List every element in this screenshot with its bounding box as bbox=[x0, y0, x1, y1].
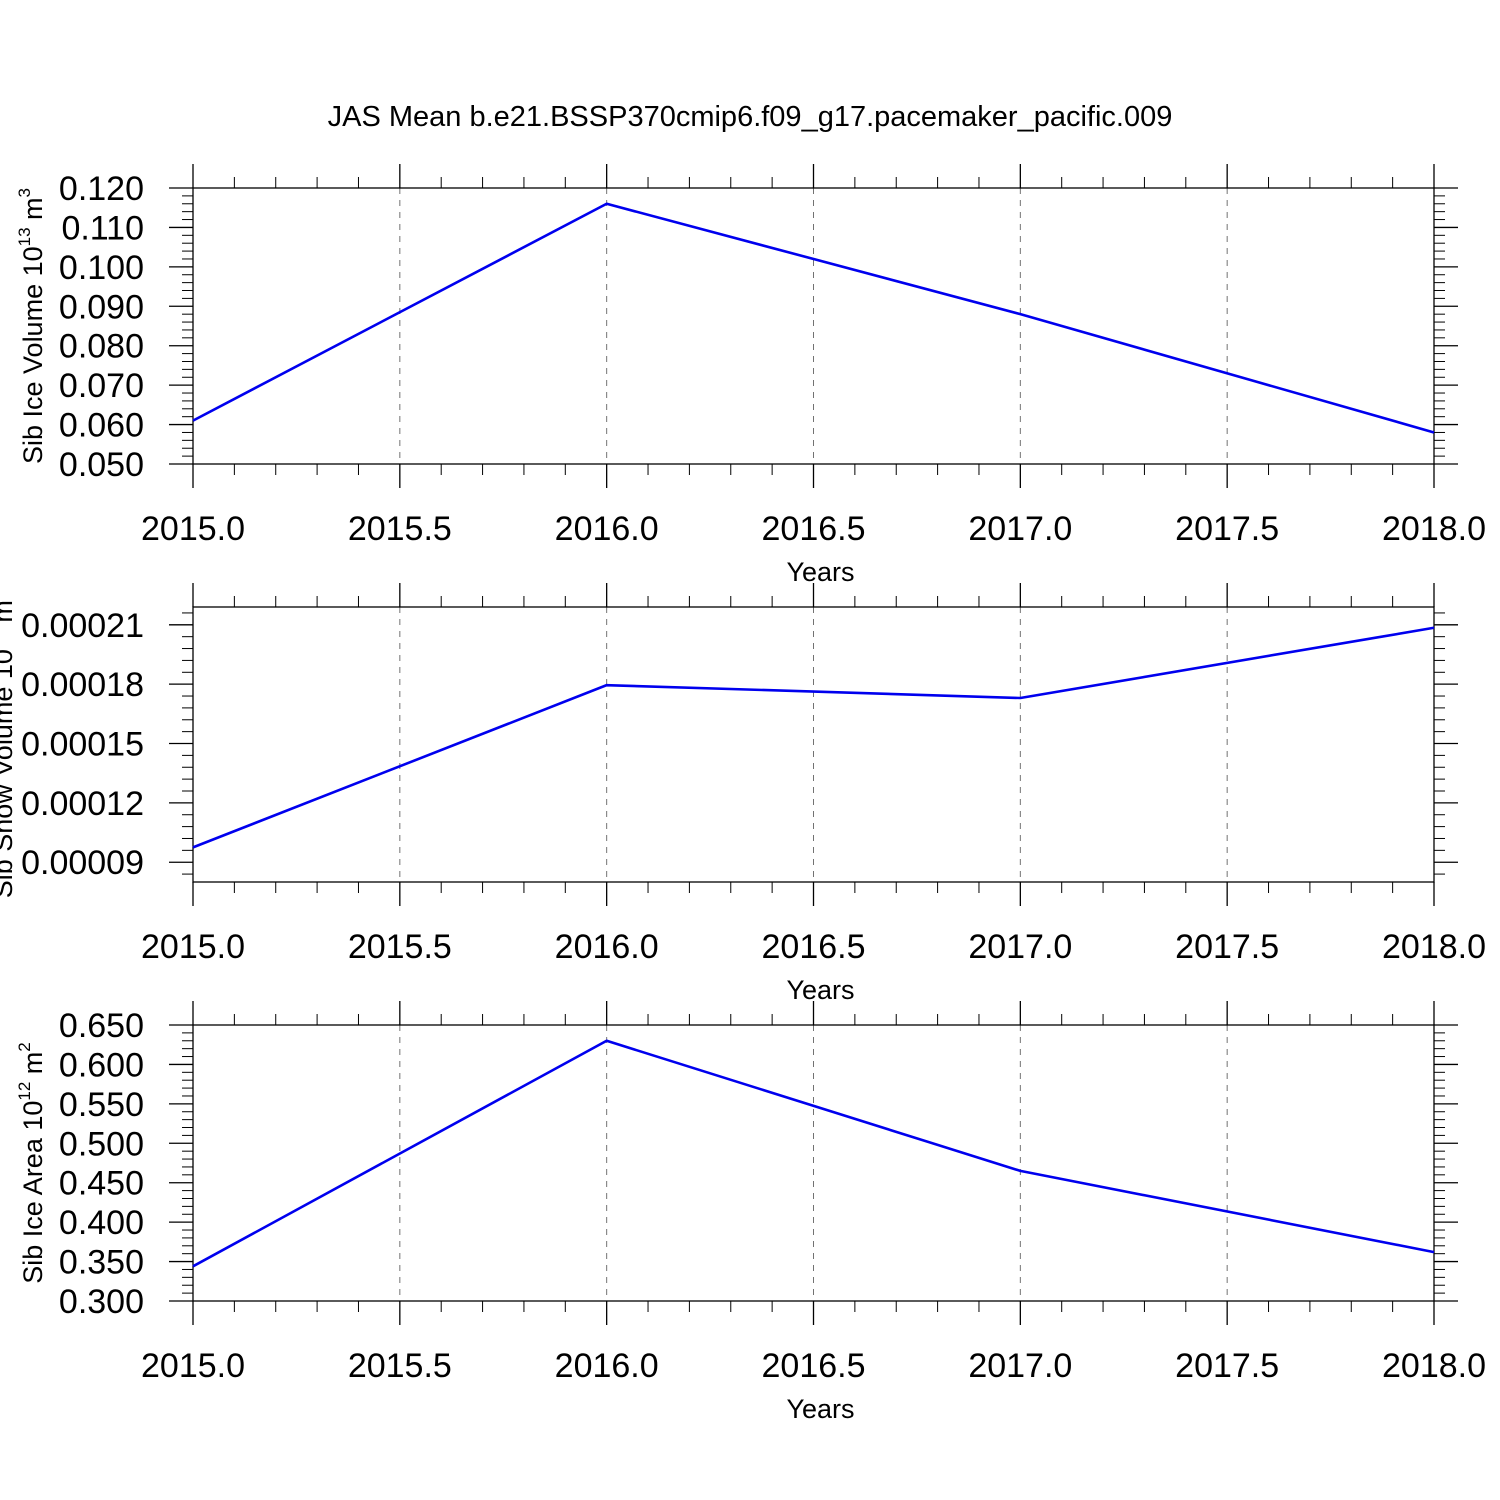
x-tick-label: 2017.5 bbox=[1175, 928, 1279, 966]
x-tick-label: 2017.5 bbox=[1175, 510, 1279, 548]
y-tick-label: 0.00009 bbox=[21, 844, 144, 882]
y-axis-label-text: Sib Snow Volume 10 bbox=[0, 649, 18, 898]
chart-panel-2: 2015.0 2015.5 2016.0 2016.5 2017.0 2017.5 2018… bbox=[0, 583, 1486, 1005]
y-tick-label: 0.400 bbox=[59, 1204, 144, 1242]
x-tick-label: 2015.0 bbox=[141, 928, 245, 966]
y-tick-label: 0.500 bbox=[59, 1125, 144, 1163]
y-tick-label: 0.300 bbox=[59, 1283, 144, 1321]
y-tick-label: 0.650 bbox=[59, 1007, 144, 1045]
y-tick-label: 0.00012 bbox=[21, 785, 144, 823]
y-axis-label: Sib Snow Volume 1013 m3 bbox=[0, 591, 18, 899]
x-axis-label: Years bbox=[786, 1394, 854, 1424]
y-axis-label: Sib Ice Volume 1013 m3 bbox=[15, 188, 48, 464]
y-tick-label: 0.00021 bbox=[21, 607, 144, 645]
y-axis-label-text: Sib Ice Volume 10 bbox=[18, 246, 48, 464]
x-tick-label: 2015.5 bbox=[348, 928, 452, 966]
y-axis-label-unit: m bbox=[18, 197, 48, 227]
x-tick-label: 2017.0 bbox=[968, 1347, 1072, 1385]
y-tick-label: 0.070 bbox=[59, 367, 144, 405]
y-tick-label: 0.350 bbox=[59, 1244, 144, 1282]
x-tick-label: 2015.5 bbox=[348, 1347, 452, 1385]
y-tick-label: 0.080 bbox=[59, 328, 144, 366]
y-tick-label: 0.600 bbox=[59, 1046, 144, 1084]
x-tick-label: 2017.0 bbox=[968, 928, 1072, 966]
y-tick-label: 0.450 bbox=[59, 1165, 144, 1203]
y-tick-label: 0.00015 bbox=[21, 726, 144, 764]
x-tick-label: 2018.0 bbox=[1382, 510, 1486, 548]
y-tick-label: 0.110 bbox=[61, 209, 144, 247]
x-tick-label: 2015.5 bbox=[348, 510, 452, 548]
x-tick-label: 2015.0 bbox=[141, 510, 245, 548]
series-line bbox=[192, 202, 1435, 434]
y-axis-label-exponent: 12 bbox=[15, 1082, 34, 1101]
figure-title: JAS Mean b.e21.BSSP370cmip6.f09_g17.pace… bbox=[328, 101, 1173, 133]
x-tick-label: 2016.5 bbox=[762, 928, 866, 966]
x-tick-label: 2016.0 bbox=[555, 510, 659, 548]
y-axis-label-unit: m bbox=[18, 1052, 48, 1082]
y-tick-label: 0.120 bbox=[59, 170, 144, 208]
x-tick-label: 2016.0 bbox=[555, 1347, 659, 1385]
y-tick-label: 0.090 bbox=[59, 288, 144, 326]
y-axis-label: Sib Ice Area 1012 m2 bbox=[15, 1042, 48, 1284]
chart-panel-3: 2015.0 2015.5 2016.0 2016.5 2017.0 2017.5 2018… bbox=[15, 1001, 1486, 1424]
y-axis-label-unit-exponent: 3 bbox=[15, 188, 34, 197]
x-tick-label: 2016.0 bbox=[555, 928, 659, 966]
y-tick-label: 0.060 bbox=[59, 407, 144, 445]
x-tick-label: 2016.5 bbox=[762, 510, 866, 548]
x-tick-label: 2018.0 bbox=[1382, 1347, 1486, 1385]
y-axis-label-unit-exponent: 3 bbox=[0, 591, 4, 600]
y-tick-label: 0.00018 bbox=[21, 666, 144, 704]
x-tick-label: 2015.0 bbox=[141, 1347, 245, 1385]
chart-panels: 2015.0 2015.5 2016.0 2016.5 2017.0 2017.5 2018… bbox=[0, 164, 1486, 1424]
y-axis-label-text: Sib Ice Area 10 bbox=[18, 1101, 48, 1284]
series-line bbox=[192, 1039, 1435, 1268]
x-axis-label: Years bbox=[786, 557, 854, 587]
y-axis-label-unit: m bbox=[0, 600, 18, 630]
x-tick-label: 2018.0 bbox=[1382, 928, 1486, 966]
y-tick-label: 0.550 bbox=[59, 1086, 144, 1124]
x-axis-label: Years bbox=[786, 975, 854, 1005]
x-tick-label: 2017.5 bbox=[1175, 1347, 1279, 1385]
y-tick-label: 0.050 bbox=[59, 446, 144, 484]
chart-panel-1: 2015.0 2015.5 2016.0 2016.5 2017.0 2017.5 2018… bbox=[15, 164, 1486, 587]
y-axis-label-unit-exponent: 2 bbox=[15, 1042, 34, 1051]
y-axis-label-exponent: 13 bbox=[15, 227, 34, 246]
y-axis-label-exponent: 13 bbox=[0, 630, 4, 649]
series-line bbox=[192, 626, 1435, 849]
y-tick-label: 0.100 bbox=[59, 249, 144, 287]
x-tick-label: 2016.5 bbox=[762, 1347, 866, 1385]
x-tick-label: 2017.0 bbox=[968, 510, 1072, 548]
